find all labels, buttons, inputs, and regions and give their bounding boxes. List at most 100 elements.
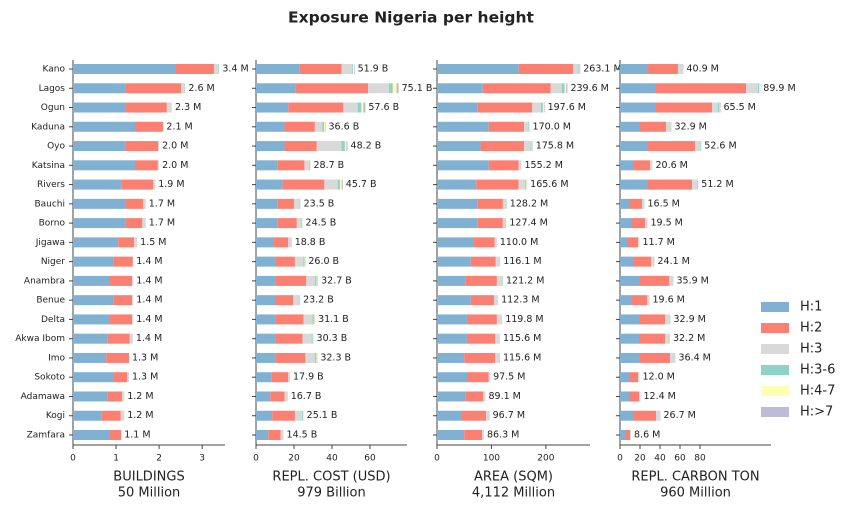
bar-segment (620, 295, 632, 306)
bar-segment (476, 179, 519, 190)
bar-segment (650, 160, 652, 171)
value-label: 28.7 B (314, 160, 345, 171)
value-label: 175.8 M (536, 141, 574, 152)
x-axis-subtitle: 4,112 Million (472, 486, 555, 501)
bar-segment (388, 83, 393, 94)
bar-segment (73, 333, 108, 344)
bar-segment (494, 237, 497, 248)
bar-segment (288, 372, 290, 383)
bar-segment (131, 275, 134, 286)
bar-segment (127, 372, 129, 383)
bar-segment (645, 218, 647, 229)
bar-segment (670, 352, 675, 363)
bar-segment (620, 121, 640, 132)
bar-segment (282, 179, 325, 190)
y-tick-label: Rivers (37, 180, 65, 190)
bar-segment (647, 295, 649, 306)
bar-segment (629, 372, 638, 383)
bar-segment (322, 121, 324, 132)
value-label: 20.6 M (656, 160, 688, 171)
bar-segment (296, 218, 302, 229)
value-label: 23.5 B (304, 198, 335, 209)
value-label: 8.6 M (634, 430, 660, 441)
bar-segment (298, 295, 300, 306)
bar-segment (495, 352, 500, 363)
bar-segment (437, 295, 471, 306)
bar-segment (486, 410, 490, 421)
bar-segment (256, 64, 300, 74)
bar-segment (125, 198, 144, 209)
bar-segment (142, 218, 146, 229)
bar-segment (437, 218, 478, 229)
bar-segment (437, 64, 519, 74)
bar-segment (467, 372, 489, 383)
bar-segment (313, 314, 315, 325)
bar-segment (270, 391, 285, 402)
bar-segment (73, 179, 122, 190)
bar-segment (620, 256, 633, 267)
value-label: 52.6 M (704, 141, 736, 152)
x-tick-label: 60 (674, 454, 686, 464)
bar-segment (314, 352, 317, 363)
value-label: 1.4 M (136, 314, 162, 325)
bar-segment (633, 410, 656, 421)
bar-segment (73, 237, 119, 248)
x-axis-subtitle: 979 Billion (297, 486, 366, 501)
value-label: 155.2 M (525, 160, 563, 171)
bar-segment (256, 121, 285, 132)
bar-segment (256, 352, 276, 363)
bar-segment (275, 275, 307, 286)
legend-swatch (761, 302, 789, 312)
value-label: 127.4 M (509, 218, 547, 229)
bar-segment (477, 102, 533, 113)
bar-segment (324, 121, 326, 132)
bar-segment (73, 218, 126, 229)
y-tick-label: Ogun (41, 103, 65, 113)
y-tick-label: Lagos (39, 84, 66, 94)
value-label: 25.1 B (307, 410, 338, 421)
bar-segment (495, 256, 500, 267)
bar-segment (564, 83, 567, 94)
x-tick-label: 80 (694, 454, 706, 464)
bar-segment (256, 83, 296, 94)
bar-segment (73, 295, 114, 306)
bar-segment (256, 410, 273, 421)
x-tick-label: 200 (537, 454, 554, 464)
bar-segment (665, 333, 670, 344)
bar-segment (656, 410, 660, 421)
bar-segment (299, 198, 301, 209)
value-label: 32.3 B (320, 352, 351, 363)
bar-segment (620, 179, 648, 190)
value-label: 2.6 M (188, 83, 214, 94)
value-label: 112.3 M (501, 295, 539, 306)
bar-segment (256, 430, 269, 440)
value-label: 263.1 M (583, 64, 621, 75)
bar-segment (464, 430, 483, 440)
bar-segment (293, 198, 300, 209)
bar-segment (550, 83, 562, 94)
bar-segment (110, 275, 132, 286)
bar-segment (639, 314, 665, 325)
bar-segment (73, 352, 107, 363)
value-label: 65.5 M (724, 102, 756, 113)
bar-segment (461, 410, 487, 421)
bar-segment (543, 102, 545, 113)
bar-segment (639, 391, 640, 402)
bar-segment (651, 256, 654, 267)
bar-segment (277, 198, 294, 209)
bar-segment (631, 218, 645, 229)
bar-segment (303, 256, 305, 267)
bar-segment (284, 121, 315, 132)
legend-label: H:1 (800, 300, 822, 315)
bar-segment (125, 141, 159, 152)
x-axis-label: AREA (SQM) (474, 470, 553, 485)
bar-segment (153, 179, 155, 190)
bar-segment (113, 372, 128, 383)
bar-segment (118, 237, 135, 248)
value-label: 97.5 M (493, 372, 525, 383)
bar-segment (316, 275, 318, 286)
bar-segment (107, 333, 130, 344)
bar-segment (638, 372, 639, 383)
bar-segment (324, 179, 338, 190)
bar-segment (73, 83, 126, 94)
